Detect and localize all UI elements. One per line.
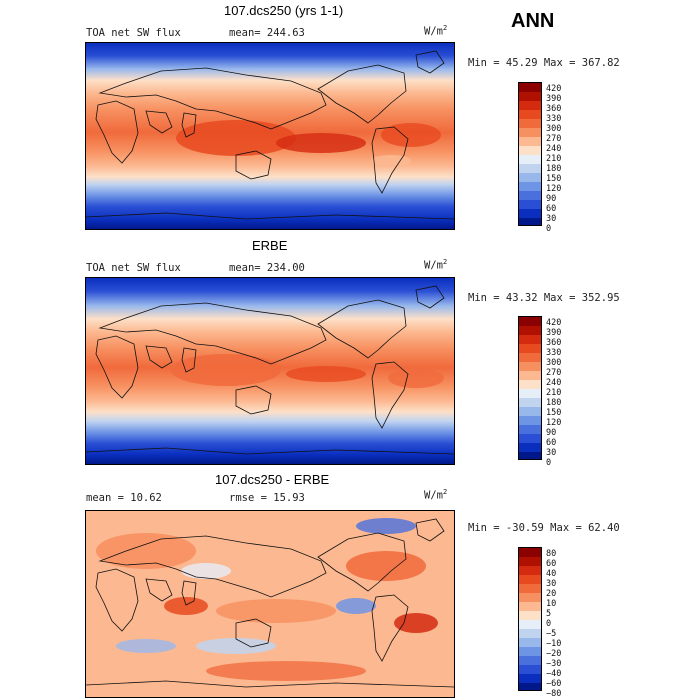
panel-3-title: 107.dcs250 - ERBE [215,472,330,487]
diff-blob [96,533,196,569]
cb-label: 420 [546,318,562,328]
cb-label: 240 [546,144,562,154]
cb-label: 210 [546,154,562,164]
panel-1-field-label: TOA net SW flux [86,27,181,39]
panel-3-colorbar [518,547,542,691]
panel-1-mean-label: mean= 244.63 [229,27,305,39]
panel-2-map [85,277,455,465]
cb-label: 120 [546,184,562,194]
cb-label: −5 [546,629,557,639]
panel-1-stratocu-cool [371,155,411,167]
panel-2-units: W/m2 [424,258,448,272]
panel-3-map [85,510,455,698]
cb-label: 60 [546,559,557,569]
cb-label: 180 [546,398,562,408]
panel-3-mean-label: mean = 10.62 [86,492,162,504]
cb-label: −40 [546,669,562,679]
cb-label: 90 [546,194,557,204]
diff-blob [336,598,376,614]
panel-3-coastlines [86,518,454,688]
cb-label: −60 [546,679,562,689]
cb-label: 40 [546,569,557,579]
cb-label: 210 [546,388,562,398]
diff-blob [181,563,231,579]
diff-blob [116,639,176,653]
cb-label: 360 [546,338,562,348]
panel-3-rmse-label: rmse = 15.93 [229,492,305,504]
diff-blob [196,638,276,654]
panel-1-title: 107.dcs250 (yrs 1-1) [224,3,344,18]
cb-label: 240 [546,378,562,388]
panel-3-colorbar-labels: 80 60 40 30 20 10 5 0 −5 −10 −20 −30 −40… [546,549,561,699]
diff-blob [216,599,336,623]
panel-1-units: W/m2 [424,24,448,38]
cb-label: 150 [546,408,562,418]
panel-1-warm-pool [176,120,296,156]
cb-label: 420 [546,84,562,94]
diff-blob [394,613,438,633]
cb-label: 5 [546,609,552,619]
cb-label: 390 [546,94,562,104]
cb-label: 390 [546,328,562,338]
cb-label: 300 [546,358,562,368]
panel-1-atlantic-max [381,123,441,147]
panel-2-pacific-max [286,366,366,382]
cb-label: 0 [546,619,552,629]
season-label: ANN [511,10,555,32]
cb-label: 150 [546,174,562,184]
panel-3-minmax: Min = -30.59 Max = 62.40 [468,522,620,534]
panel-2-colorbar-labels: 420 390 360 330 300 270 240 210 180 150 … [546,318,561,468]
panel-2-colorbar [518,316,542,460]
panel-1-colorbar [518,82,542,226]
cb-label: −30 [546,659,562,669]
cb-label: 90 [546,428,557,438]
panel-2-mean-label: mean= 234.00 [229,262,305,274]
panel-2-atlantic-max [388,368,444,388]
panel-2-title: ERBE [252,238,288,253]
diff-blob [206,661,366,681]
panel-2-coastlines [86,285,454,455]
panel-1-minmax: Min = 45.29 Max = 367.82 [468,57,620,69]
cb-label: 10 [546,599,557,609]
panel-3-units: W/m2 [424,488,448,502]
panel-1-coastlines [86,50,454,220]
cb-label: 60 [546,438,557,448]
cb-label: 60 [546,204,557,214]
cb-label: 300 [546,124,562,134]
cb-label: −20 [546,649,562,659]
cb-label: −80 [546,689,562,699]
diff-blob [164,597,208,615]
panel-1-map [85,42,455,230]
cb-label: 0 [546,224,552,234]
cb-label: −10 [546,639,562,649]
diff-blob [346,551,426,581]
cb-label: 30 [546,448,557,458]
diff-blob [356,518,416,534]
panel-2-field-label: TOA net SW flux [86,262,181,274]
cb-label: 180 [546,164,562,174]
cb-label: 270 [546,368,562,378]
cb-label: 80 [546,549,557,559]
cb-label: 0 [546,458,552,468]
cb-label: 330 [546,348,562,358]
cb-label: 20 [546,589,557,599]
cb-label: 330 [546,114,562,124]
cb-label: 30 [546,214,557,224]
cb-label: 120 [546,418,562,428]
panel-2-minmax: Min = 43.32 Max = 352.95 [468,292,620,304]
panel-1-pacific-max [276,133,366,153]
cb-label: 360 [546,104,562,114]
cb-label: 270 [546,134,562,144]
panel-2-warm-pool [171,354,281,386]
panel-1-colorbar-labels: 420 390 360 330 300 270 240 210 180 150 … [546,84,561,234]
cb-label: 30 [546,579,557,589]
